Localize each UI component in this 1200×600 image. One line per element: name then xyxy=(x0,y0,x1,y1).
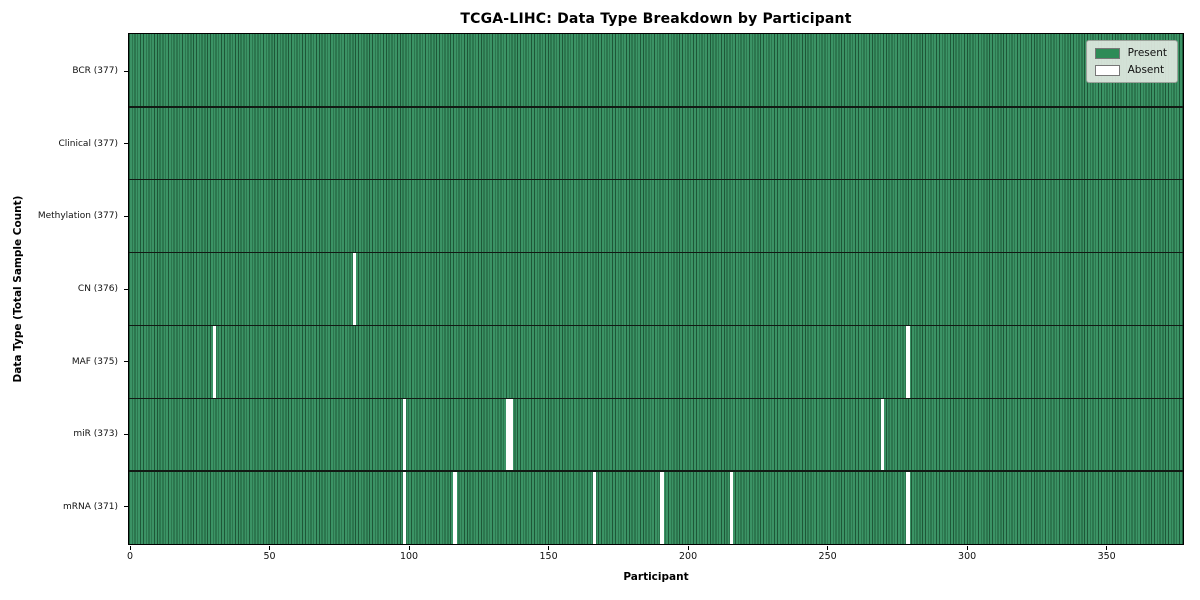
row-divider xyxy=(129,251,1183,254)
x-tick-mark xyxy=(1106,546,1108,550)
absent-cell-cn-80 xyxy=(352,252,357,326)
plot-area: Present Absent xyxy=(128,33,1184,545)
absent-cell-mrna-190 xyxy=(660,471,664,544)
x-tick-mark xyxy=(408,546,410,550)
x-tick-label-150: 150 xyxy=(539,551,558,562)
x-tick-mark xyxy=(827,546,829,550)
absent-cell-mrna-166 xyxy=(593,471,597,544)
heatmap-row-mir xyxy=(129,398,1183,472)
y-tick-label-methylation: Methylation (377) xyxy=(37,211,118,222)
absent-cell-mrna-278 xyxy=(906,471,910,544)
x-axis-ticks: 0 50 100 150 200 250 300 350 xyxy=(126,546,1182,564)
legend-entry-absent: Absent xyxy=(1094,64,1167,76)
row-divider xyxy=(129,106,1183,108)
y-tick-label-clinical: Clinical (377) xyxy=(58,138,118,149)
x-tick-label-350: 350 xyxy=(1097,551,1116,562)
x-tick-label-0: 0 xyxy=(126,551,134,562)
chart-title: TCGA-LIHC: Data Type Breakdown by Partic… xyxy=(460,11,852,27)
row-divider xyxy=(129,397,1183,400)
x-tick-mark xyxy=(129,546,131,550)
y-tick-label-bcr: BCR (377) xyxy=(72,66,118,77)
x-tick-mark xyxy=(269,546,271,550)
absent-cell-mrna-98 xyxy=(402,471,407,544)
heatmap-row-maf xyxy=(129,325,1183,399)
heatmap-row-mrna xyxy=(129,471,1183,544)
heatmap-row-clinical xyxy=(129,107,1183,180)
y-tick-mark xyxy=(124,70,128,72)
x-tick-mark xyxy=(966,546,968,550)
legend: Present Absent xyxy=(1085,40,1178,83)
legend-label-present: Present xyxy=(1127,47,1167,59)
y-tick-label-cn: CN (376) xyxy=(77,284,118,294)
absent-cell-mrna-215 xyxy=(730,471,734,544)
y-tick-mark xyxy=(124,506,128,508)
heatmap-row-cn xyxy=(129,252,1183,326)
heatmap-row-bcr xyxy=(129,34,1183,107)
absent-cell-mir-135 xyxy=(506,398,510,472)
absent-cell-maf-30 xyxy=(212,325,217,399)
y-tick-mark xyxy=(124,288,128,290)
y-tick-mark xyxy=(124,143,128,145)
y-axis-ticks: BCR (377) Clinical (377) Methylation (377)… xyxy=(0,35,128,543)
absent-cell-mir-98 xyxy=(402,398,407,472)
x-tick-label-250: 250 xyxy=(818,551,837,562)
absent-swatch xyxy=(1094,64,1120,76)
heatmap-row-methylation xyxy=(129,180,1183,253)
y-tick-label-maf: MAF (375) xyxy=(71,356,118,367)
x-tick-label-50: 50 xyxy=(263,551,276,562)
x-tick-label-200: 200 xyxy=(679,551,698,562)
legend-label-absent: Absent xyxy=(1127,64,1165,76)
x-axis-title: Participant xyxy=(623,571,689,583)
y-tick-label-mir: miR (373) xyxy=(73,429,118,440)
legend-entry-present: Present xyxy=(1094,47,1167,59)
absent-cell-mrna-116 xyxy=(453,471,457,544)
absent-cell-mir-269 xyxy=(881,398,885,472)
row-divider xyxy=(129,178,1183,181)
y-tick-mark xyxy=(124,215,128,217)
absent-cell-maf-278 xyxy=(906,325,910,399)
row-divider xyxy=(129,470,1183,472)
y-tick-mark xyxy=(124,433,128,435)
x-tick-mark xyxy=(687,546,689,550)
x-tick-label-100: 100 xyxy=(399,551,419,562)
absent-cell-mir-136 xyxy=(509,398,513,472)
x-tick-mark xyxy=(548,546,550,550)
y-tick-mark xyxy=(124,361,128,363)
x-tick-label-300: 300 xyxy=(958,551,977,562)
present-swatch xyxy=(1094,47,1120,59)
y-tick-label-mrna: mRNA (371) xyxy=(63,501,118,512)
row-divider xyxy=(129,324,1183,327)
